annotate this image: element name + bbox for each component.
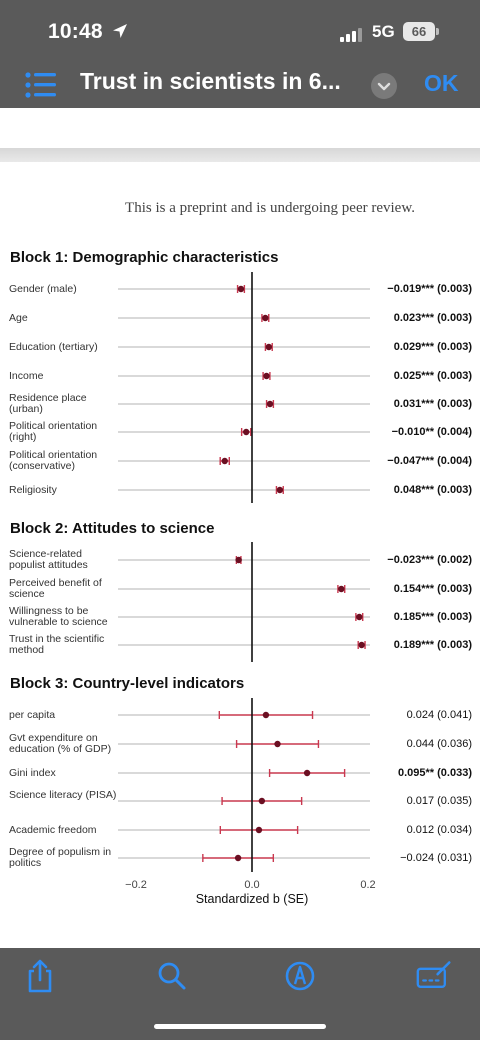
- title-menu-button[interactable]: [371, 73, 397, 99]
- row-value: 0.029*** (0.003): [393, 341, 472, 353]
- x-axis-label: Standardized b (SE): [195, 892, 309, 906]
- row-label: Academic freedom: [9, 824, 97, 836]
- search-icon[interactable]: [154, 958, 190, 994]
- row-value: −0.023*** (0.002): [387, 554, 472, 566]
- row-value: 0.185*** (0.003): [393, 611, 472, 623]
- network-type: 5G: [372, 22, 395, 41]
- row-value: 0.189*** (0.003): [393, 639, 472, 651]
- row-value: −0.047*** (0.004): [387, 455, 472, 467]
- estimate-point: [356, 613, 363, 621]
- row-value: 0.025*** (0.003): [393, 370, 472, 382]
- battery-cap: [436, 28, 439, 35]
- status-bar: 10:48 5G 66: [0, 0, 480, 62]
- row-label: per capita: [9, 709, 56, 721]
- status-time: 10:48: [48, 20, 103, 43]
- row-label: Religiosity: [9, 484, 57, 496]
- row-label: Willingness to be vulnerable to science: [9, 605, 108, 628]
- forest-plot: [118, 272, 370, 872]
- estimate-point: [234, 854, 242, 862]
- row-label: Gvt expenditure on education (% of GDP): [9, 732, 112, 755]
- estimate-point: [276, 486, 284, 494]
- x-tick-label: 0.0: [244, 879, 260, 891]
- estimate-point: [274, 740, 281, 748]
- row-value: −0.019*** (0.003): [387, 283, 472, 295]
- document-page[interactable]: This is a preprint and is undergoing pee…: [0, 108, 480, 948]
- row-label: Trust in the scientific method: [9, 633, 105, 656]
- navigation-bar: Trust in scientists in 6... OK: [0, 62, 480, 108]
- row-value: 0.012 (0.034): [406, 824, 472, 836]
- row-value: 0.023*** (0.003): [393, 312, 472, 324]
- row-label: Gender (male): [9, 283, 77, 295]
- bottom-toolbar: [0, 948, 480, 1040]
- ok-button[interactable]: OK: [424, 70, 459, 96]
- row-value: 0.154*** (0.003): [393, 583, 472, 595]
- markup-pen-icon[interactable]: [282, 958, 318, 994]
- location-arrow-icon: [113, 24, 127, 38]
- row-value: −0.024 (0.031): [400, 852, 472, 864]
- row-value: 0.044 (0.036): [406, 738, 472, 750]
- row-label: Political orientation (conservative): [9, 449, 98, 472]
- row-value: 0.048*** (0.003): [393, 484, 472, 496]
- home-indicator: [154, 1024, 326, 1029]
- row-label: Residence place (urban): [9, 392, 87, 415]
- document-title: Trust in scientists in 6...: [80, 68, 341, 94]
- estimate-point: [221, 457, 228, 465]
- estimate-point: [265, 343, 273, 351]
- row-label: Education (tertiary): [9, 341, 98, 353]
- signal-strength-icon: [340, 26, 364, 42]
- estimate-point: [237, 285, 245, 293]
- row-label: Perceived benefit of science: [9, 577, 102, 600]
- row-label: Gini index: [9, 767, 56, 779]
- list-icon[interactable]: [24, 70, 58, 100]
- row-label: Science literacy (PISA): [9, 789, 117, 801]
- block-title: Block 3: Country-level indicators: [10, 675, 245, 692]
- row-value: −0.010** (0.004): [391, 426, 472, 438]
- row-value: 0.017 (0.035): [406, 795, 472, 807]
- estimate-point: [338, 585, 345, 593]
- estimate-point: [303, 769, 311, 777]
- row-value: 0.095** (0.033): [398, 767, 472, 779]
- x-tick-label: 0.2: [360, 879, 376, 891]
- estimate-point: [262, 711, 270, 719]
- estimate-point: [262, 314, 269, 322]
- signature-icon[interactable]: [416, 958, 452, 994]
- block-title: Block 1: Demographic characteristics: [10, 249, 279, 266]
- share-icon[interactable]: [22, 958, 58, 994]
- row-value: 0.031*** (0.003): [393, 398, 472, 410]
- chevron-down-icon: [377, 82, 391, 91]
- estimate-point: [358, 641, 365, 649]
- x-tick-label: −0.2: [125, 879, 147, 891]
- row-label: Degree of populism in politics: [9, 846, 112, 869]
- page-separator: [0, 148, 480, 162]
- estimate-point: [235, 556, 242, 564]
- estimate-point: [243, 428, 250, 436]
- row-label: Income: [9, 370, 44, 382]
- estimate-point: [263, 372, 270, 380]
- estimate-point: [266, 400, 274, 408]
- row-label: Science-related populist attitudes: [9, 548, 88, 571]
- estimate-point: [255, 826, 263, 834]
- preprint-notice: This is a preprint and is undergoing pee…: [125, 200, 415, 216]
- row-value: 0.024 (0.041): [406, 709, 472, 721]
- row-label: Political orientation (right): [9, 420, 98, 443]
- estimate-point: [258, 797, 266, 805]
- battery-icon: 66: [403, 22, 435, 41]
- block-title: Block 2: Attitudes to science: [10, 520, 215, 537]
- row-label: Age: [9, 312, 28, 324]
